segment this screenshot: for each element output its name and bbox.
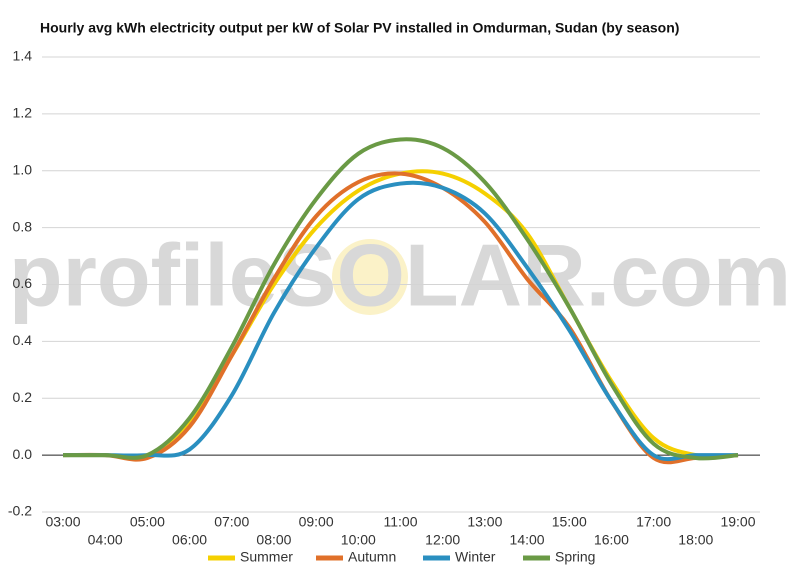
chart-title: Hourly avg kWh electricity output per kW…: [40, 20, 679, 36]
x-tick-label: 10:00: [341, 532, 376, 548]
x-tick-label: 05:00: [130, 514, 165, 530]
y-tick-label: 1.0: [13, 161, 33, 177]
x-tick-label: 17:00: [636, 514, 671, 530]
x-tick-label: 19:00: [720, 514, 755, 530]
legend-label: Summer: [240, 549, 293, 565]
x-tick-label: 09:00: [299, 514, 334, 530]
legend-label: Autumn: [348, 549, 396, 565]
x-tick-label: 18:00: [678, 532, 713, 548]
y-tick-label: 1.2: [13, 105, 33, 121]
x-tick-label: 14:00: [510, 532, 545, 548]
y-tick-label: 0.4: [13, 332, 33, 348]
watermark: profileSOLAR.com: [9, 225, 791, 324]
x-tick-label: 08:00: [256, 532, 291, 548]
series-line: [63, 137, 739, 461]
y-tick-label: 0.6: [13, 275, 33, 291]
x-tick-label: 13:00: [467, 514, 502, 530]
x-tick-label: 16:00: [594, 532, 629, 548]
y-tick-label: 0.8: [13, 218, 33, 234]
y-tick-label: 0.0: [13, 446, 33, 462]
x-tick-label: 12:00: [425, 532, 460, 548]
x-tick-label: 11:00: [384, 514, 418, 530]
legend-label: Spring: [555, 549, 595, 565]
x-tick-label: 04:00: [88, 532, 123, 548]
watermark-sun: [332, 239, 408, 315]
x-tick-label: 03:00: [45, 514, 80, 530]
y-tick-label: 0.2: [13, 389, 33, 405]
y-tick-label: 1.4: [13, 48, 33, 64]
x-tick-label: 07:00: [214, 514, 249, 530]
y-tick-label: -0.2: [8, 503, 32, 519]
x-tick-label: 15:00: [552, 514, 587, 530]
x-tick-label: 06:00: [172, 532, 207, 548]
legend-label: Winter: [455, 549, 496, 565]
series-line: [63, 180, 738, 462]
